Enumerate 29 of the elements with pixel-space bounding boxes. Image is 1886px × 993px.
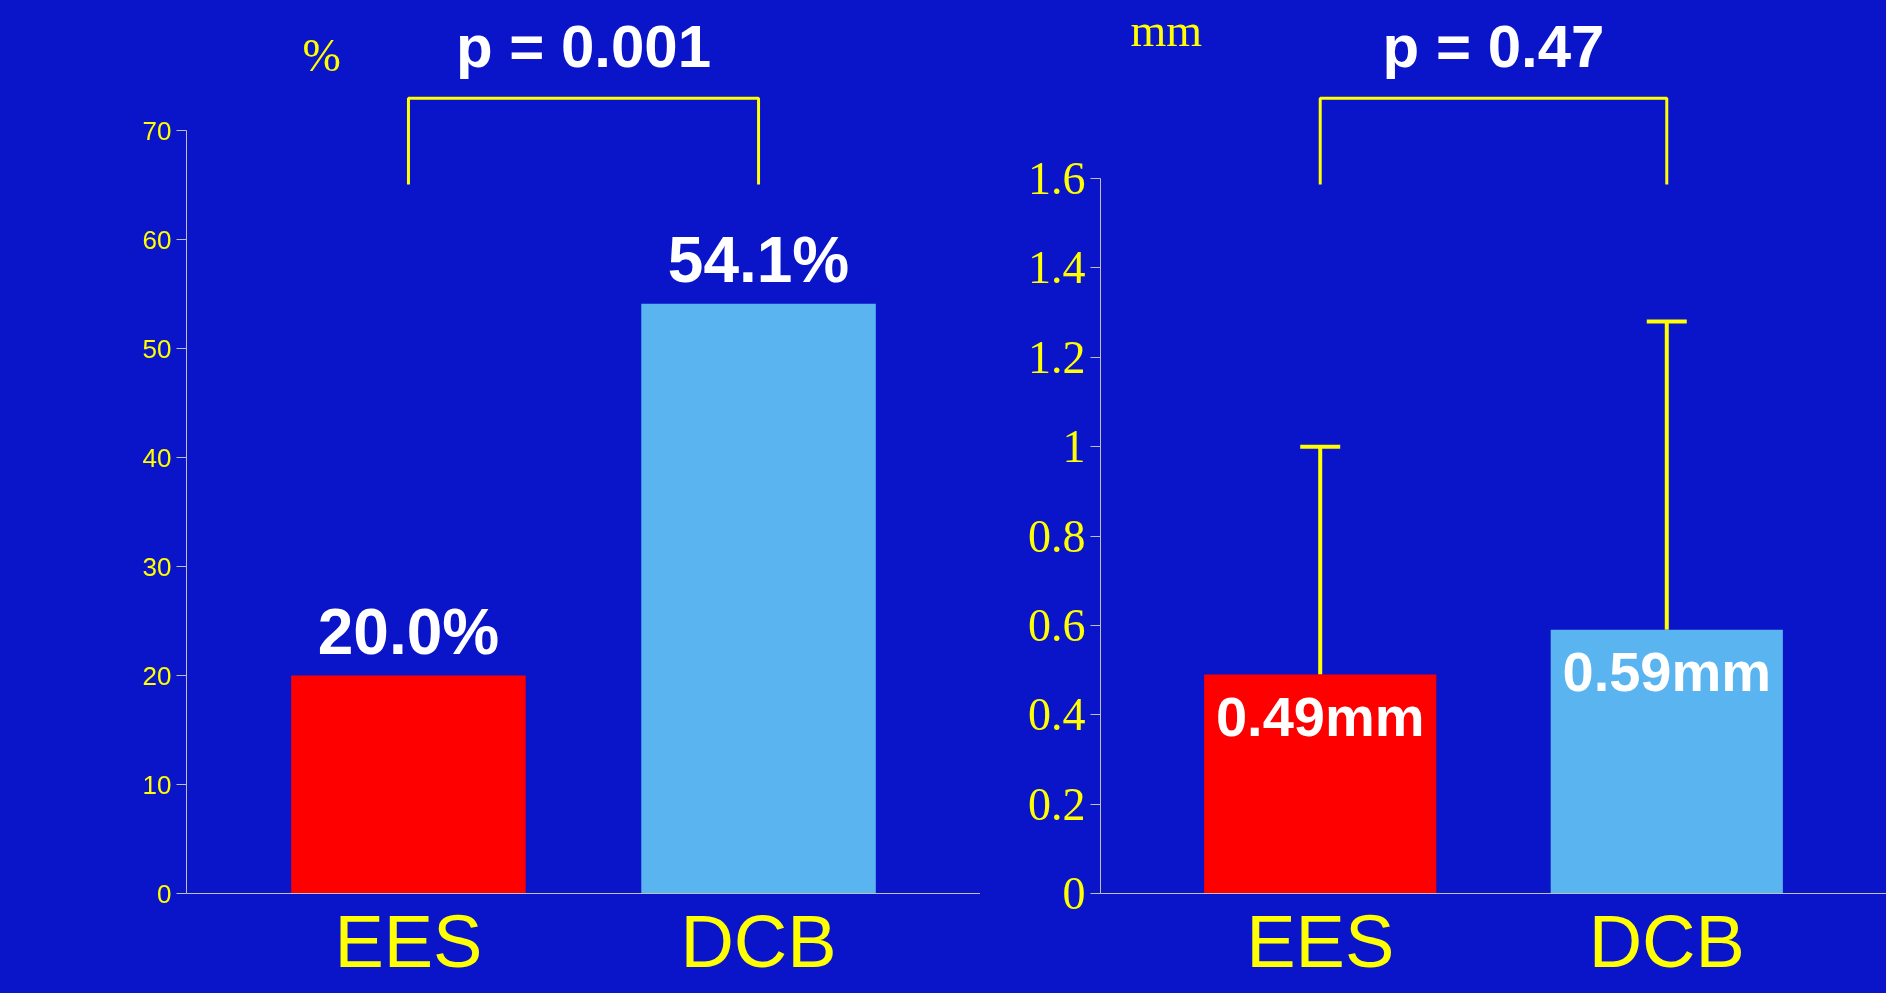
y-tick-label: 50 xyxy=(142,333,172,364)
data-label: 54.1% xyxy=(667,223,850,296)
y-axis-title: mm xyxy=(1130,4,1203,56)
y-tick-label: 0.8 xyxy=(1028,510,1086,562)
y-axis-title: % xyxy=(302,29,341,81)
y-tick-label: 1.4 xyxy=(1028,242,1086,294)
y-tick-label: 1.2 xyxy=(1028,331,1086,383)
x-tick-label: EES xyxy=(334,899,483,983)
data-label: 0.59mm xyxy=(1562,639,1772,703)
data-label: 0.49mm xyxy=(1215,684,1425,748)
y-tick-label: 0.6 xyxy=(1028,599,1086,651)
y-tick-label: 0 xyxy=(157,878,172,909)
y-tick-label: 1 xyxy=(1062,421,1086,473)
data-label: 20.0% xyxy=(317,595,500,668)
text: p = 0.001 xyxy=(455,13,712,81)
y-tick-label: 1.6 xyxy=(1028,153,1086,204)
y-tick-label: 0.4 xyxy=(1028,689,1086,741)
y-tick-label: 0 xyxy=(1062,868,1086,919)
x-tick-label: DCB xyxy=(1588,899,1745,983)
x-tick-label: EES xyxy=(1246,899,1395,983)
y-tick-label: 40 xyxy=(142,442,172,473)
y-tick-label: 10 xyxy=(142,769,172,800)
y-tick-label: 60 xyxy=(142,224,172,255)
y-tick-label: 20 xyxy=(142,660,172,691)
y-tick-label: 30 xyxy=(142,551,172,582)
y-tick-label: 0.2 xyxy=(1028,778,1086,830)
text: p = 0.47 xyxy=(1382,13,1605,81)
y-tick-label: 70 xyxy=(142,115,172,146)
x-tick-label: DCB xyxy=(680,899,837,983)
